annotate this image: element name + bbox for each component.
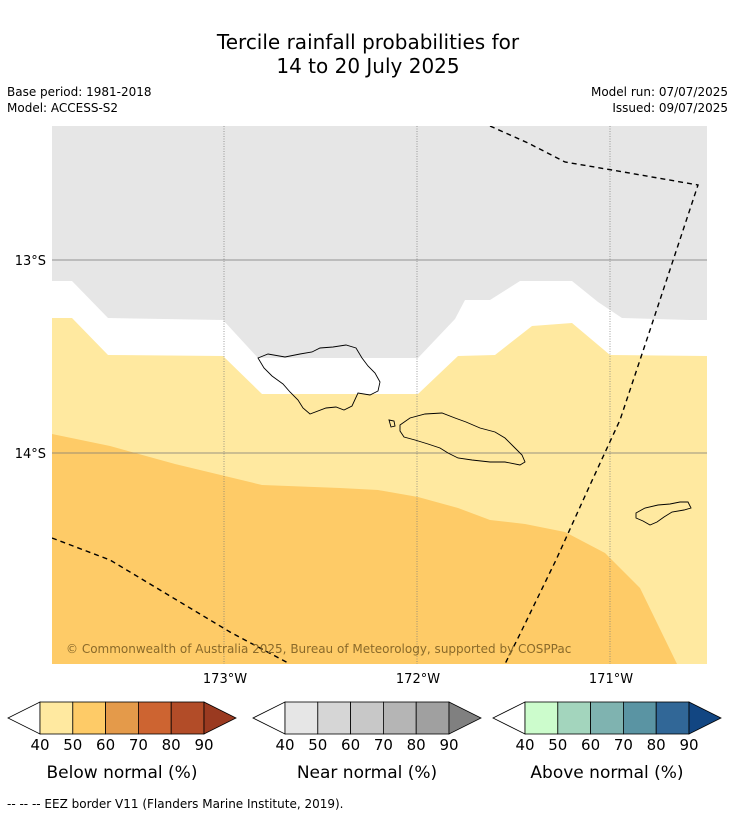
savaii-island-outline — [257, 344, 381, 415]
eez-footnote: -- -- -- EEZ border V11 (Flanders Marine… — [7, 797, 344, 811]
colorbar-segment — [382, 701, 417, 735]
colorbar-tick-label: 60 — [96, 736, 115, 754]
issued-date: Issued: 09/07/2025 — [612, 101, 728, 115]
colorbar-tick-label: 80 — [407, 736, 426, 754]
colorbar-tick-label: 50 — [63, 736, 82, 754]
colorbar-title: Below normal (%) — [47, 763, 198, 783]
colorbar-segment — [623, 701, 657, 735]
eez-borders — [52, 126, 699, 664]
upolu-island-outline — [399, 412, 526, 466]
lon-label-171w: 171°W — [589, 672, 633, 687]
colorbar-below-normal: 40 50 60 70 80 90 Below normal (%) — [7, 701, 237, 783]
colorbar-low-end — [7, 701, 41, 735]
map-area: © Commonwealth of Australia 2025, Bureau… — [52, 126, 707, 664]
apolima-island-outline — [388, 419, 396, 428]
colorbar-tick-label: 70 — [614, 736, 633, 754]
colorbar-tick-label: 40 — [30, 736, 49, 754]
colorbar-tick-label: 90 — [679, 736, 698, 754]
colorbar-tick-label: 60 — [581, 736, 600, 754]
base-period: Base period: 1981-2018 — [7, 85, 152, 99]
colorbar-tick-label: 40 — [275, 736, 294, 754]
colorbar-segment — [350, 701, 384, 735]
colorbar-high-end — [688, 701, 722, 735]
colorbar-segment — [317, 701, 351, 735]
colorbar-tick-label: 40 — [515, 736, 534, 754]
colorbar-tick-label: 90 — [194, 736, 213, 754]
near-normal-region — [52, 126, 707, 358]
colorbar-title: Near normal (%) — [297, 763, 437, 783]
colorbar-tick-label: 80 — [162, 736, 181, 754]
colorbar-segment — [170, 701, 205, 735]
graticule — [52, 126, 707, 664]
colorbar-tick-label: 50 — [308, 736, 327, 754]
colorbar-tick-label: 80 — [647, 736, 666, 754]
islands — [257, 344, 692, 526]
colorbar-segment — [284, 701, 319, 735]
colorbar-high-end — [448, 701, 482, 735]
colorbar-segment — [655, 701, 690, 735]
lat-label-14s: 14°S — [15, 447, 46, 462]
colorbar-tick-label: 70 — [129, 736, 148, 754]
title-line-2: 14 to 20 July 2025 — [276, 54, 460, 78]
colorbar-tick-label: 90 — [439, 736, 458, 754]
colorbar-segment — [590, 701, 624, 735]
colorbar-tick-label: 70 — [374, 736, 393, 754]
eez-border-north-east — [489, 126, 699, 664]
colorbar-segment — [557, 701, 591, 735]
map-title: Tercile rainfall probabilities for 14 to… — [0, 30, 736, 78]
colorbar-segment — [524, 701, 559, 735]
title-line-1: Tercile rainfall probabilities for — [216, 30, 520, 54]
colorbar-tick-label: 50 — [548, 736, 567, 754]
lat-label-13s: 13°S — [15, 254, 46, 269]
meta-right: Model run: 07/07/2025 Issued: 09/07/2025 — [591, 84, 728, 116]
below-normal-50-region — [52, 434, 677, 664]
colorbar-segment — [39, 701, 74, 735]
colorbar-segment — [415, 701, 450, 735]
lon-label-172w: 172°W — [396, 672, 440, 687]
copyright-notice: © Commonwealth of Australia 2025, Bureau… — [66, 642, 571, 656]
colorbar-title: Above normal (%) — [530, 763, 683, 783]
colorbar-tick-label: 60 — [341, 736, 360, 754]
colorbar-segment — [105, 701, 139, 735]
colorbar-high-end — [203, 701, 237, 735]
colorbar-segment — [137, 701, 172, 735]
colorbar-above-normal: 40 50 60 70 80 90 Above normal (%) — [492, 701, 722, 783]
lon-label-173w: 173°W — [203, 672, 247, 687]
colorbar-low-end — [252, 701, 286, 735]
colorbar-low-end — [492, 701, 526, 735]
tutuila-island-outline — [635, 501, 692, 526]
colorbar-segment — [72, 701, 107, 735]
model-run: Model run: 07/07/2025 — [590, 85, 728, 99]
model-name: Model: ACCESS-S2 — [7, 101, 119, 115]
meta-left: Base period: 1981-2018 Model: ACCESS-S2 — [7, 84, 152, 116]
